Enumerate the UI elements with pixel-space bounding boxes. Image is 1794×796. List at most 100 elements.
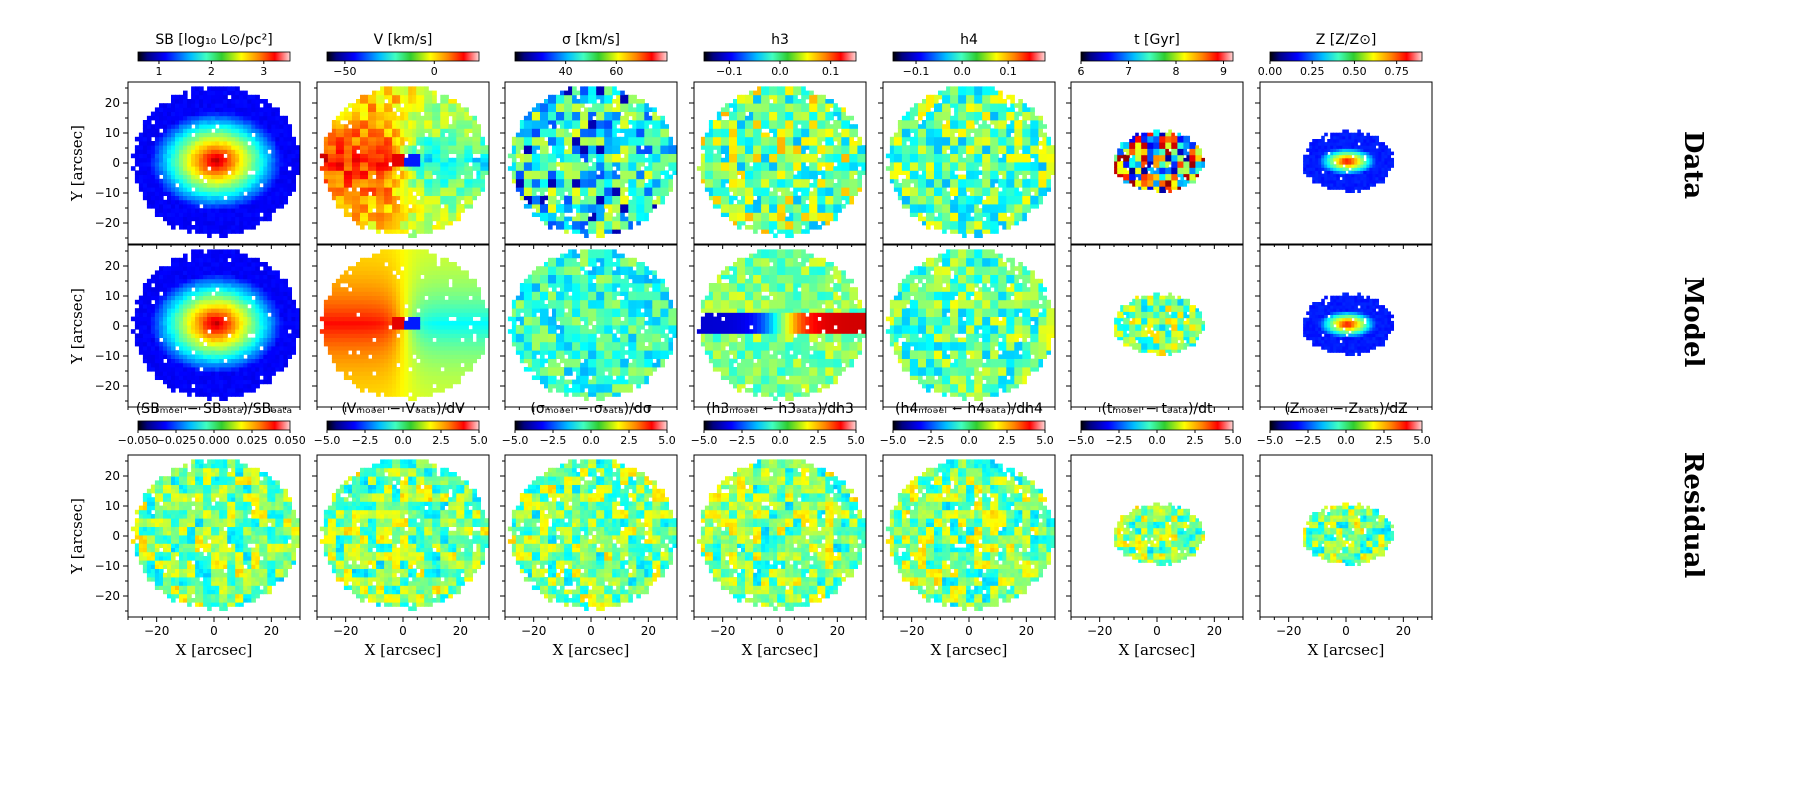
spaxel <box>954 196 959 201</box>
spaxel <box>620 103 625 108</box>
spaxel <box>829 112 834 117</box>
spaxel <box>833 217 838 222</box>
spaxel <box>255 183 260 188</box>
spaxel <box>207 170 212 175</box>
spaxel <box>271 170 276 175</box>
spaxel <box>255 137 260 142</box>
spaxel <box>805 137 810 142</box>
spaxel <box>195 124 200 129</box>
spaxel <box>918 137 923 142</box>
spaxel <box>757 112 762 117</box>
spaxel <box>396 204 401 209</box>
spaxel <box>560 170 565 175</box>
spaxel <box>199 145 204 150</box>
spaxel <box>773 141 778 146</box>
spaxel <box>448 175 453 180</box>
spaxel <box>231 99 236 104</box>
spaxel <box>725 187 730 192</box>
spaxel <box>765 200 770 205</box>
spaxel <box>340 179 345 184</box>
spaxel <box>829 128 834 133</box>
spaxel <box>733 149 738 154</box>
spaxel <box>243 217 248 222</box>
spaxel <box>544 179 549 184</box>
spaxel <box>894 145 899 150</box>
spaxel <box>408 95 413 100</box>
spaxel <box>672 154 677 159</box>
spaxel <box>721 112 726 117</box>
spaxel <box>191 179 196 184</box>
spaxel <box>926 221 931 226</box>
spaxel <box>596 179 601 184</box>
spaxel <box>324 154 329 159</box>
spaxel <box>765 204 770 209</box>
spaxel <box>219 141 224 146</box>
spaxel <box>930 179 935 184</box>
spaxel <box>195 187 200 192</box>
spaxel <box>235 149 240 154</box>
spaxel <box>725 170 730 175</box>
spaxel <box>729 103 734 108</box>
spaxel <box>705 166 710 171</box>
spaxel <box>789 158 794 163</box>
spaxel <box>918 191 923 196</box>
spaxel <box>757 145 762 150</box>
spaxel <box>179 137 184 142</box>
spaxel <box>741 208 746 213</box>
spaxel <box>797 137 802 142</box>
spaxel <box>604 200 609 205</box>
spaxel <box>620 217 625 222</box>
spaxel <box>608 196 613 201</box>
spaxel <box>199 120 204 125</box>
spaxel <box>207 128 212 133</box>
spaxel <box>287 133 292 138</box>
spaxel <box>456 166 461 171</box>
spaxel <box>797 187 802 192</box>
spaxel <box>532 183 537 188</box>
spaxel <box>167 154 172 159</box>
spaxel <box>247 175 252 180</box>
spaxel <box>251 175 256 180</box>
spaxel <box>664 191 669 196</box>
spaxel <box>773 175 778 180</box>
spaxel <box>717 187 722 192</box>
spaxel <box>408 191 413 196</box>
spaxel <box>801 196 806 201</box>
spaxel <box>632 158 637 163</box>
spaxel <box>472 196 477 201</box>
spaxel <box>420 124 425 129</box>
spaxel <box>484 166 489 171</box>
spaxel <box>769 120 774 125</box>
spaxel <box>508 166 513 171</box>
spaxel <box>612 145 617 150</box>
spaxel <box>171 112 176 117</box>
spaxel <box>833 112 838 117</box>
spaxel <box>175 95 180 100</box>
spaxel <box>476 137 481 142</box>
spaxel <box>352 116 357 121</box>
spaxel <box>215 179 220 184</box>
spaxel <box>753 158 758 163</box>
spaxel <box>777 229 782 234</box>
spaxel <box>520 137 525 142</box>
spaxel <box>789 191 794 196</box>
spaxel <box>765 107 770 112</box>
spaxel <box>785 133 790 138</box>
spaxel <box>576 208 581 213</box>
spaxel <box>608 133 613 138</box>
spaxel <box>777 124 782 129</box>
spaxel <box>894 179 899 184</box>
spaxel <box>203 221 208 226</box>
spaxel <box>938 196 943 201</box>
spaxel <box>291 183 296 188</box>
spaxel <box>548 175 553 180</box>
spaxel <box>853 166 858 171</box>
spaxel <box>263 99 268 104</box>
spaxel <box>159 149 164 154</box>
spaxel <box>572 175 577 180</box>
spaxel <box>147 154 152 159</box>
spaxel <box>568 162 573 167</box>
spaxel <box>942 187 947 192</box>
spaxel <box>765 99 770 104</box>
spaxel <box>773 200 778 205</box>
